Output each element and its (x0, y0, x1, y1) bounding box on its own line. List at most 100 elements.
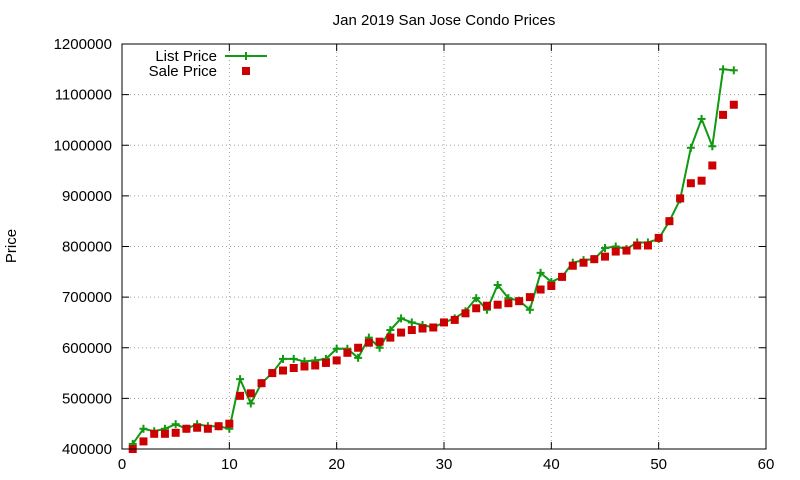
y-tick-label: 700000 (62, 289, 112, 306)
y-tick-label: 1000000 (54, 137, 112, 154)
y-tick-label: 400000 (62, 441, 112, 458)
sale-price-point (429, 323, 438, 332)
list-price-point (536, 268, 545, 277)
sale-price-point (257, 379, 266, 388)
x-tick-label: 30 (436, 456, 453, 473)
sale-price-point (611, 247, 620, 256)
x-tick-label: 60 (758, 456, 775, 473)
sale-price-point (558, 272, 567, 281)
list-price-point (708, 142, 717, 151)
sale-price-point (182, 424, 191, 433)
sale-price-point (579, 258, 588, 267)
list-price-point (139, 424, 148, 433)
sale-price-point (601, 252, 609, 261)
x-tick-label: 50 (650, 456, 667, 473)
sale-price-point (643, 241, 652, 250)
sale-price-point (279, 366, 287, 375)
sale-price-point (364, 338, 373, 347)
list-price-point (729, 66, 738, 75)
sale-price-point (268, 369, 277, 378)
sale-price-point (665, 217, 674, 226)
sale-price-point (536, 285, 545, 294)
list-price-point (686, 143, 695, 152)
list-price-point (386, 326, 395, 335)
y-tick-label: 500000 (62, 390, 112, 407)
sale-price-point (343, 348, 352, 357)
sale-price-point (708, 161, 717, 170)
sale-price-point (375, 337, 384, 346)
legend-label-list-price: List Price (155, 48, 217, 65)
sale-price-point (193, 423, 202, 432)
legend-marker-list-price (225, 52, 267, 60)
sale-price-point (633, 241, 642, 250)
list-price-point (407, 318, 416, 327)
plot-area (128, 65, 738, 453)
sale-price-point (203, 424, 212, 433)
sale-price-point (139, 437, 148, 446)
list-price-point (279, 354, 287, 363)
sale-price-point (225, 419, 234, 428)
sale-price-point (386, 333, 395, 342)
list-price-point (289, 354, 298, 363)
sale-price-point (676, 194, 685, 203)
sale-price-point (150, 429, 159, 438)
list-price-point (354, 353, 363, 362)
sale-price-point (482, 301, 491, 310)
sale-price-point (525, 293, 534, 302)
sale-price-point (450, 315, 459, 324)
sale-price-point (321, 358, 330, 367)
sale-price-point (440, 318, 448, 327)
plot-frame (121, 43, 767, 450)
sale-price-point (246, 389, 255, 398)
sale-price-point (697, 176, 706, 185)
sale-price-point (547, 281, 556, 290)
list-price-point (472, 294, 481, 303)
x-tick-label: 0 (118, 456, 126, 473)
list-price-point (525, 305, 534, 314)
list-price-point (397, 314, 406, 323)
list-price-point (246, 399, 255, 408)
sale-price-point (332, 356, 341, 365)
sale-price-point (311, 361, 320, 370)
x-tick-label: 40 (543, 456, 560, 473)
chart-title: Jan 2019 San Jose Condo Prices (333, 12, 556, 29)
sale-price-point (418, 324, 427, 333)
list-price-point (236, 375, 245, 384)
x-tick-label: 20 (328, 456, 345, 473)
legend-square (242, 67, 250, 75)
list-price-point (601, 244, 609, 253)
sale-price-point (515, 297, 524, 306)
y-axis-label: Price (3, 229, 20, 263)
y-tick-label: 900000 (62, 188, 112, 205)
list-price-point (171, 420, 180, 429)
sale-price-point (289, 364, 298, 372)
legend-marker-sale-price (242, 67, 250, 75)
sale-price-point (493, 300, 502, 309)
x-tick-label: 10 (221, 456, 238, 473)
y-tick-label: 1100000 (55, 87, 112, 104)
sale-price-point (171, 428, 180, 437)
sale-price-point (160, 429, 169, 438)
legend-label-sale-price: Sale Price (149, 63, 217, 80)
sale-price-point (686, 179, 695, 188)
list-price-point (332, 344, 341, 353)
sale-price-point (622, 246, 631, 255)
sale-price-point (214, 422, 223, 431)
sale-price-point (407, 326, 416, 335)
grid-lines (122, 44, 766, 449)
sale-price-point (719, 110, 728, 119)
sale-price-point (472, 304, 481, 313)
list-price-point (719, 65, 728, 74)
list-price-point (493, 280, 502, 289)
sale-price-point (568, 261, 577, 270)
list-price-point (697, 114, 706, 123)
y-tick-label: 1200000 (54, 36, 112, 53)
sale-price-point (461, 309, 470, 318)
legend: List Price Sale Price (149, 48, 267, 80)
sale-price-point (590, 255, 599, 264)
x-axis: 0 10 20 30 40 50 60 (118, 44, 775, 473)
sale-price-point (654, 233, 663, 242)
list-price-line (131, 68, 734, 445)
sale-price-point (354, 343, 363, 352)
